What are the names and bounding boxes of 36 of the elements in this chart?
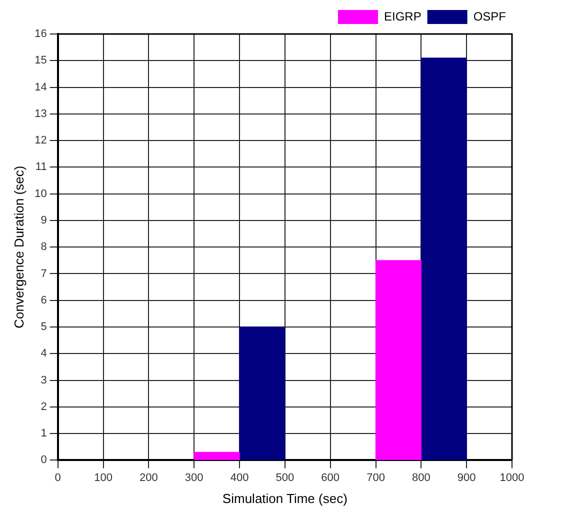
- y-tick-label: 4: [40, 348, 47, 360]
- y-tick-label: 5: [40, 321, 47, 334]
- legend-label: EIGRP: [384, 9, 422, 24]
- bar: [375, 260, 422, 460]
- y-tick-label: 9: [40, 214, 47, 226]
- y-tick-label: 1: [40, 428, 47, 440]
- x-tick-label: 300: [184, 472, 204, 484]
- x-tick-label: 100: [94, 472, 112, 484]
- bar: [420, 58, 467, 460]
- x-tick-label: 400: [230, 472, 249, 484]
- y-tick-label: 10: [34, 188, 47, 200]
- y-tick-label: 14: [34, 81, 47, 94]
- x-tick-label: 200: [139, 472, 158, 484]
- bar: [194, 452, 240, 460]
- y-tick-label: 12: [34, 134, 47, 147]
- y-tick-label: 13: [34, 108, 47, 120]
- x-tick-label: 800: [412, 472, 430, 484]
- y-tick-label: 0: [40, 454, 47, 466]
- y-tick-label: 8: [40, 241, 47, 254]
- bar: [239, 326, 286, 460]
- y-tick-label: 15: [34, 54, 47, 67]
- y-axis-title: Convergence Duration (sec): [11, 166, 26, 328]
- x-tick-label: 600: [321, 472, 340, 484]
- x-tick-label: 1000: [500, 472, 524, 484]
- x-tick-label: 500: [276, 472, 294, 484]
- y-tick-label: 2: [40, 400, 47, 413]
- y-tick-label: 6: [40, 294, 47, 306]
- x-tick-label: 700: [366, 472, 385, 484]
- y-tick-label: 16: [34, 28, 47, 40]
- y-tick-label: 7: [40, 268, 47, 280]
- x-tick-label: 900: [457, 472, 476, 484]
- y-tick-label: 3: [40, 374, 47, 386]
- x-tick-label: 0: [54, 472, 61, 484]
- y-tick-label: 11: [35, 161, 47, 174]
- x-axis-title: Simulation Time (sec): [222, 490, 348, 506]
- legend-label: OSPF: [473, 9, 506, 24]
